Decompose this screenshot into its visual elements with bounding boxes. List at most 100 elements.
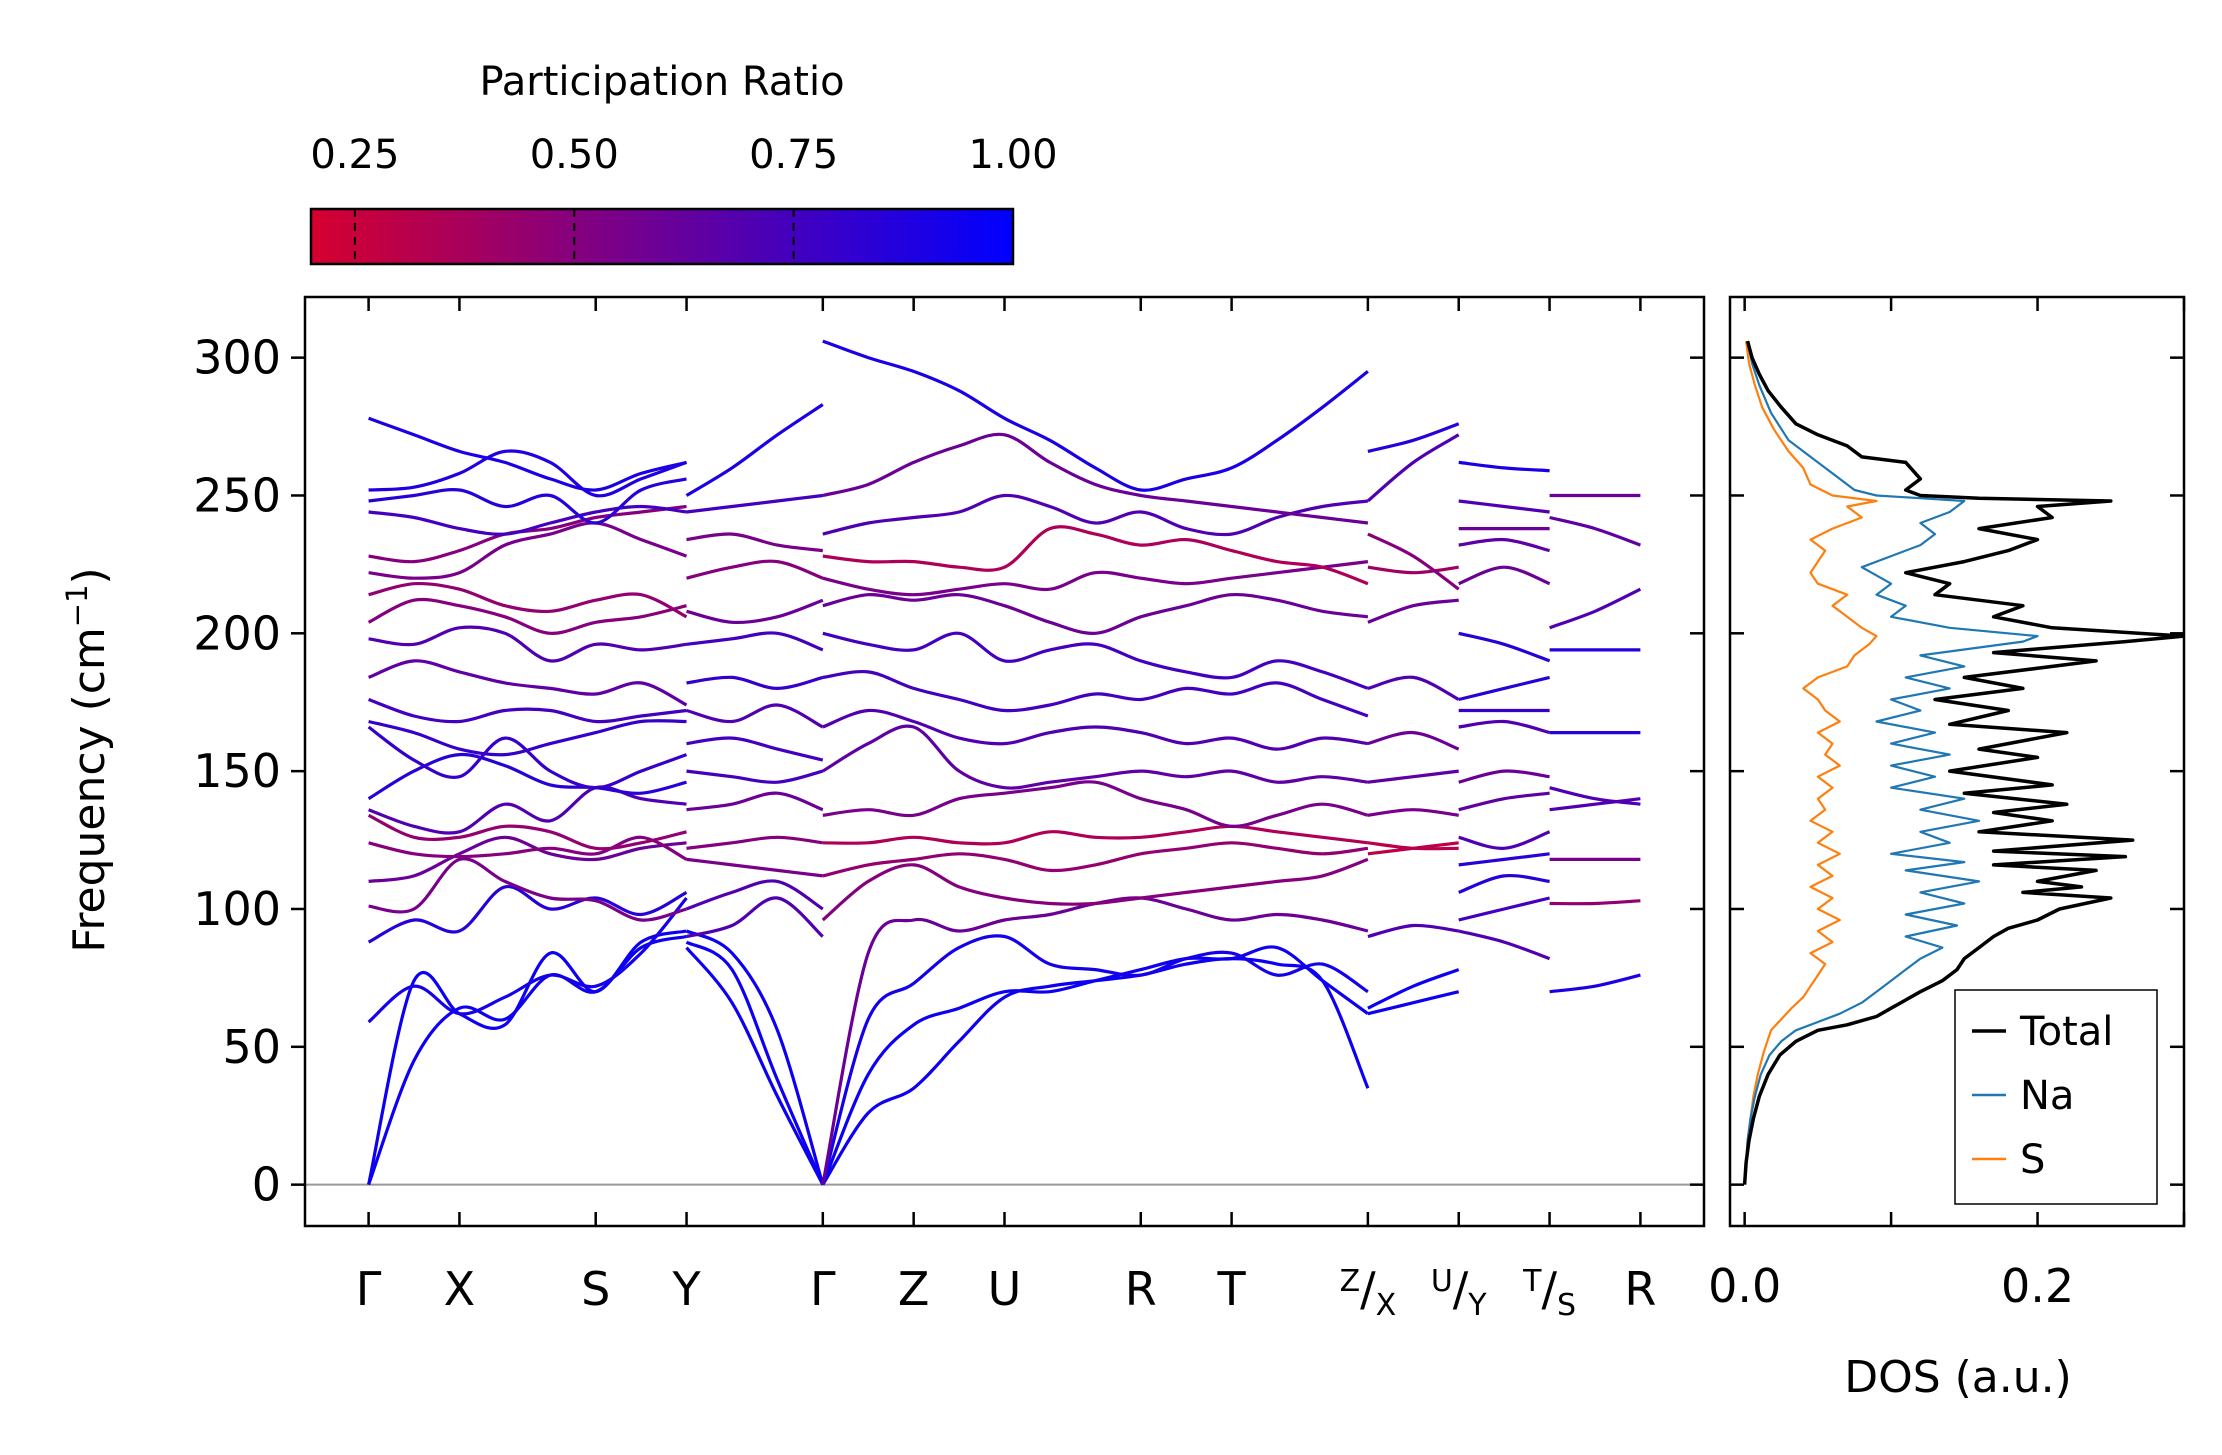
phonon-band: [821, 857, 1369, 922]
phonon-band: [685, 940, 825, 1186]
phonon-band: [821, 957, 1370, 1186]
phonon-band: [1458, 929, 1551, 961]
phonon-band: [368, 835, 687, 883]
y-tick-label: 250: [193, 468, 281, 522]
phonon-band: [1549, 899, 1641, 906]
legend-frame: [1954, 989, 2158, 1205]
phonon-band: [1458, 499, 1550, 514]
phonon-band: [822, 841, 1369, 878]
phonon-band: [1367, 808, 1459, 817]
y-tick-label: 200: [193, 606, 281, 660]
phonon-band: [1367, 769, 1459, 784]
colorbar-label: Participation Ratio: [479, 59, 844, 105]
phonon-band: [367, 896, 688, 1024]
k-point-label: T/S: [1522, 1262, 1576, 1323]
phonon-band: [1366, 433, 1460, 503]
dos-s-line: [1743, 340, 1878, 1185]
dos-ticks: 0.0 0.2: [1708, 297, 2186, 1313]
phonon-band: [1549, 797, 1641, 812]
k-point-label: T: [1217, 1262, 1247, 1316]
phonon-band: [367, 885, 688, 944]
k-label-slash: /: [1360, 1262, 1376, 1316]
phonon-band: [1458, 719, 1551, 735]
dos-legend: Total Na S: [1954, 989, 2158, 1205]
phonon-band: [1458, 896, 1550, 922]
k-label-slash: /: [1541, 1262, 1557, 1316]
phonon-band: [685, 879, 824, 911]
phonon-band: [1458, 791, 1550, 812]
phonon-band: [368, 857, 687, 922]
y-label-main: Frequency (cm: [64, 627, 115, 953]
k-label-left: T: [1522, 1264, 1542, 1299]
y-tick-label: 0: [252, 1158, 281, 1212]
phonon-band: [1458, 460, 1550, 473]
phonon-band: [821, 724, 1369, 790]
phonon-band: [1458, 537, 1550, 553]
phonon-band: [1458, 830, 1551, 850]
phonon-band: [1458, 631, 1551, 663]
phonon-band: [1549, 587, 1642, 630]
phonon-band: [1367, 730, 1460, 751]
band-plot-frame: [303, 295, 1706, 1228]
legend-label-total: Total: [2019, 1009, 2113, 1055]
phonon-band: [368, 581, 688, 619]
phonon-band: [1458, 852, 1550, 867]
phonon-band: [822, 708, 1369, 751]
y-label-superscript: −1: [60, 584, 94, 627]
phonon-band: [1367, 675, 1460, 701]
band-k-ticks: Γ X S Y Γ Z U R T Z/XU/YT/S R: [356, 297, 1656, 1323]
colorbar-gradient: [309, 207, 1015, 266]
phonon-band: [685, 929, 825, 1186]
y-tick-label: 300: [193, 331, 281, 385]
phonon-band: [1367, 532, 1460, 591]
dos-x-tick-label: 0.2: [2001, 1259, 2074, 1313]
k-point-label: U: [988, 1262, 1022, 1316]
dos-lines: [1742, 340, 2184, 1185]
k-point-label: X: [444, 1262, 476, 1316]
phonon-band: [685, 403, 824, 497]
k-point-label: S: [581, 1262, 610, 1316]
phonon-band: [686, 736, 824, 762]
phonon-band: [1367, 598, 1459, 624]
phonon-band: [1549, 515, 1641, 547]
colorbar-ticks: 0.25 0.50 0.75 1.00: [310, 132, 1058, 264]
phonon-band: [368, 719, 687, 757]
phonon-band: [368, 504, 687, 536]
legend-label-s: S: [2020, 1137, 2045, 1183]
y-tick-label: 50: [222, 1020, 281, 1074]
phonon-band: [686, 857, 823, 878]
phonon-band: [368, 504, 687, 564]
phonon-band: [822, 560, 1369, 597]
k-point-label: Y: [671, 1262, 701, 1316]
legend-label-na: Na: [2020, 1073, 2074, 1119]
dos-x-axis-label: DOS (a.u.): [1844, 1352, 2072, 1403]
phonon-band: [367, 929, 687, 1185]
band-y-ticks: 0 50 100 150 200 250 300: [193, 331, 1704, 1212]
phonon-band: [822, 780, 1369, 828]
phonon-band: [686, 493, 823, 514]
phonon-band: [822, 493, 1369, 537]
phonon-band: [1367, 841, 1459, 851]
phonon-band: [686, 532, 823, 553]
phonon-band: [822, 631, 1369, 690]
colorbar-tick-label: 0.25: [310, 132, 399, 178]
phonon-band: [686, 896, 824, 939]
phonon-band: [367, 934, 687, 1186]
phonon-band: [367, 725, 688, 790]
k-label-left: Z: [1340, 1264, 1361, 1299]
phonon-band: [367, 813, 687, 851]
phonon-band: [368, 416, 687, 492]
phonon-band: [367, 597, 687, 635]
phonon-band: [686, 791, 824, 812]
phonon-band: [1458, 873, 1550, 894]
phonon-band: [1458, 675, 1550, 702]
colorbar: Participation Ratio 0.25 0.50 0.75 1.00: [309, 59, 1058, 266]
k-label-right: X: [1376, 1288, 1397, 1323]
phonon-band: [1367, 923, 1459, 939]
phonon-band: [822, 824, 1369, 846]
phonon-band: [368, 659, 688, 707]
band-lines: [367, 339, 1642, 1186]
phonon-band: [821, 945, 1369, 1186]
